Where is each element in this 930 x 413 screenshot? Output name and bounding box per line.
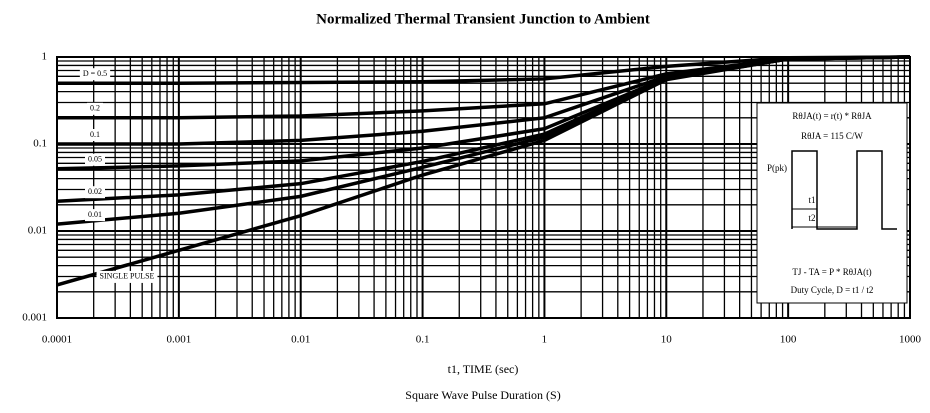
x-tick-label: 1000 bbox=[899, 334, 922, 346]
series-label-group: 0.2 bbox=[87, 102, 103, 115]
annotation: P(pk) bbox=[767, 163, 787, 173]
x-tick-label: 1 bbox=[542, 334, 548, 346]
x-axis-label: t1, TIME (sec) bbox=[448, 362, 519, 376]
annotation: RθJA = 115 C/W bbox=[801, 131, 863, 141]
series-label-bg bbox=[96, 270, 158, 283]
annotation: RθJA(t) = r(t) * RθJA bbox=[792, 111, 872, 121]
y-tick-label: 0.001 bbox=[22, 312, 47, 324]
x-tick-label: 0.01 bbox=[291, 334, 310, 346]
y-tick-label: 0.1 bbox=[33, 138, 47, 150]
series-label-bg bbox=[85, 186, 105, 199]
series-label-bg bbox=[85, 153, 105, 166]
y-tick-label: 1 bbox=[42, 51, 48, 63]
series-label-bg bbox=[87, 129, 103, 141]
series-label: 0.05 bbox=[88, 155, 102, 164]
series-label-group: 0.1 bbox=[87, 129, 103, 141]
series-label: 0.02 bbox=[88, 187, 102, 196]
series-label: D = 0.5 bbox=[83, 69, 107, 78]
y-tick-label: 0.01 bbox=[28, 225, 47, 237]
annotation: t1 bbox=[808, 195, 815, 205]
x-tick-label: 10 bbox=[661, 334, 673, 346]
series-label-bg bbox=[85, 209, 105, 222]
annotation: t2 bbox=[808, 213, 815, 223]
series-label-bg bbox=[79, 68, 111, 81]
series-label: SINGLE PULSE bbox=[100, 272, 155, 281]
series-label-group: D = 0.5 bbox=[79, 68, 111, 81]
series-label-group: 0.05 bbox=[85, 153, 105, 166]
series-label-bg bbox=[87, 102, 103, 115]
pulse-waveform bbox=[791, 150, 897, 230]
series-label: 0.2 bbox=[90, 104, 100, 113]
chart-title: Normalized Thermal Transient Junction to… bbox=[316, 11, 650, 27]
series-label: 0.01 bbox=[88, 210, 102, 219]
x-tick-label: 0.001 bbox=[166, 334, 191, 346]
x-tick-label: 0.1 bbox=[416, 334, 430, 346]
annotation: TJ - TA = P * RθJA(t) bbox=[792, 267, 871, 277]
series-label-group: 0.02 bbox=[85, 186, 105, 199]
series-label-group: SINGLE PULSE bbox=[96, 270, 158, 283]
series-label-group: 0.01 bbox=[85, 209, 105, 222]
x-tick-label: 100 bbox=[780, 334, 797, 346]
series-label: 0.1 bbox=[90, 130, 100, 139]
x-axis-label-secondary: Square Wave Pulse Duration (S) bbox=[405, 388, 560, 402]
x-tick-label: 0.0001 bbox=[42, 334, 72, 346]
series-line bbox=[57, 55, 911, 85]
series-line bbox=[56, 55, 911, 287]
annotation: Duty Cycle, D = t1 / t2 bbox=[791, 285, 874, 295]
